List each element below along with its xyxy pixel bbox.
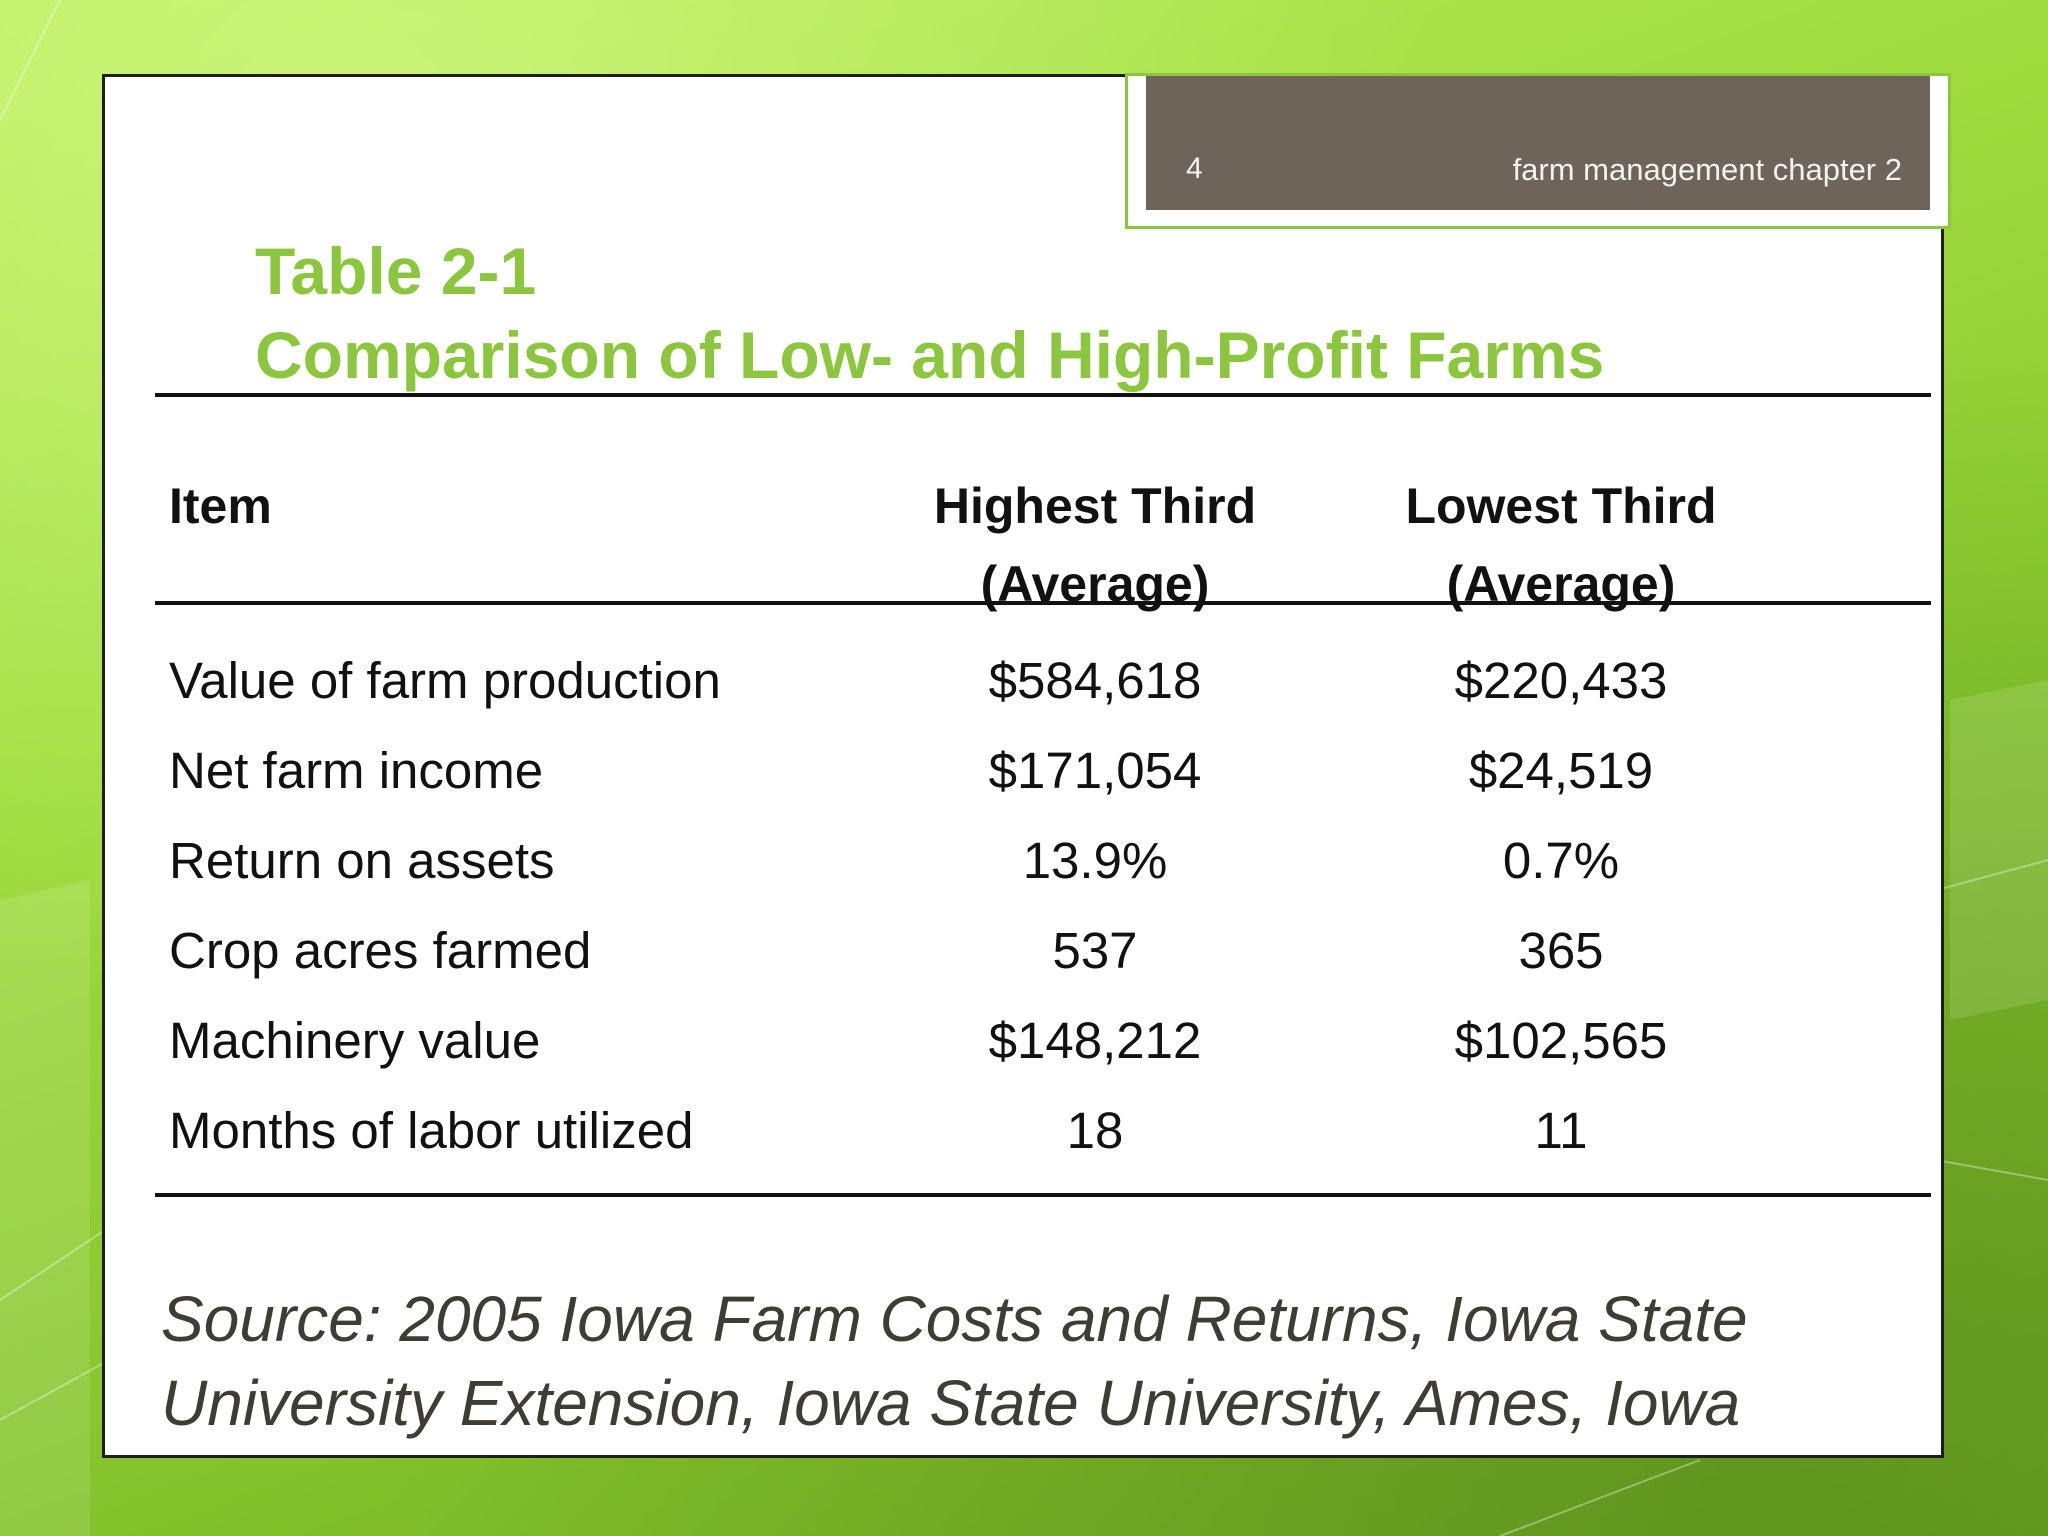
table-header-rule <box>155 601 1931 605</box>
table-cell-highest: 18 <box>1066 1102 1124 1159</box>
table-cell-lowest: $102,565 <box>1454 1012 1668 1069</box>
table-cell-highest: $584,618 <box>988 652 1202 709</box>
column-header-lowest-line1: Lowest Third <box>1405 478 1717 534</box>
column-header-highest: Highest Third (Average) <box>885 467 1305 623</box>
deck-title: farm management chapter 2 <box>1512 152 1902 187</box>
table-cell-highest: 537 <box>1052 922 1138 979</box>
slide-header-tab: 4 farm management chapter 2 <box>1125 73 1951 229</box>
column-header-lowest-line2: (Average) <box>1446 556 1676 612</box>
table-row-label: Crop acres farmed <box>169 922 592 979</box>
table-cell-lowest: 365 <box>1518 922 1604 979</box>
table-row-label: Return on assets <box>169 832 555 889</box>
table-row-label: Value of farm production <box>169 652 721 709</box>
slide-card: 4 farm management chapter 2 Table 2-1 Co… <box>102 73 1951 1458</box>
table-cell-highest: $148,212 <box>988 1012 1202 1069</box>
table-number: Table 2-1 <box>255 234 537 308</box>
source-line-2: University Extension, Iowa State Univers… <box>161 1367 1741 1439</box>
column-header-highest-line2: (Average) <box>980 556 1210 612</box>
source-citation: Source: 2005 Iowa Farm Costs and Returns… <box>161 1277 1921 1445</box>
source-line-1: Source: 2005 Iowa Farm Costs and Returns… <box>161 1283 1748 1355</box>
table-row-label: Machinery value <box>169 1012 541 1069</box>
table-cell-lowest: 11 <box>1534 1102 1588 1159</box>
table-bottom-rule <box>155 1193 1931 1197</box>
column-header-item: Item <box>169 478 272 534</box>
table-title: Table 2-1 Comparison of Low- and High-Pr… <box>255 229 1604 397</box>
page-number: 4 <box>1186 152 1203 185</box>
table-cell-lowest: 0.7% <box>1502 832 1620 889</box>
table-cell-lowest: $220,433 <box>1454 652 1668 709</box>
table-row-label: Net farm income <box>169 742 544 799</box>
table-row-label: Months of labor utilized <box>169 1102 694 1159</box>
table-cell-lowest: $24,519 <box>1468 742 1654 799</box>
slide-header-bar: 4 farm management chapter 2 <box>1146 76 1930 210</box>
column-header-lowest: Lowest Third (Average) <box>1351 467 1771 623</box>
table-cell-highest: 13.9% <box>1022 832 1168 889</box>
table-caption: Comparison of Low- and High-Profit Farms <box>255 318 1605 392</box>
table-cell-highest: $171,054 <box>988 742 1202 799</box>
column-header-highest-line1: Highest Third <box>933 478 1257 534</box>
table-top-rule <box>155 393 1931 397</box>
